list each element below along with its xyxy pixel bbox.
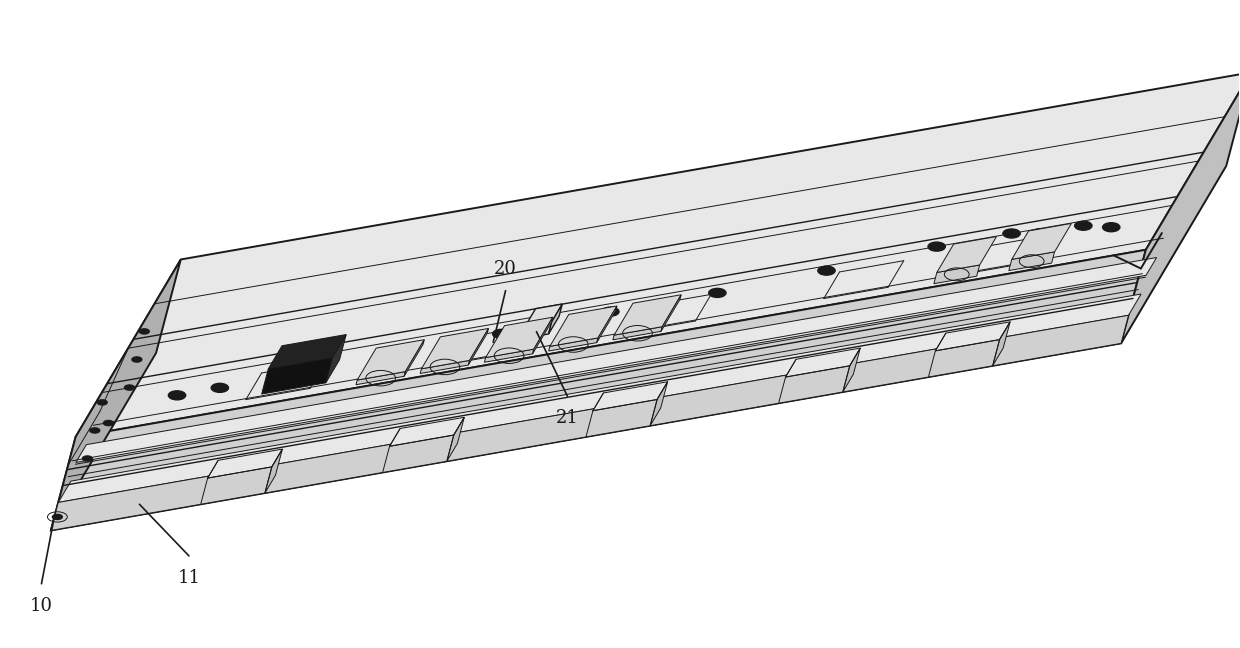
Polygon shape	[485, 349, 533, 362]
Polygon shape	[596, 306, 618, 343]
Polygon shape	[262, 358, 332, 394]
Circle shape	[124, 385, 134, 390]
Circle shape	[103, 421, 113, 426]
Polygon shape	[548, 304, 562, 334]
Circle shape	[492, 329, 510, 338]
Polygon shape	[934, 265, 980, 284]
Polygon shape	[422, 329, 489, 369]
Polygon shape	[76, 73, 1240, 437]
Circle shape	[601, 307, 619, 316]
Circle shape	[709, 288, 727, 297]
Polygon shape	[522, 322, 552, 339]
Polygon shape	[268, 334, 346, 369]
Circle shape	[211, 384, 228, 392]
Circle shape	[89, 428, 99, 433]
Polygon shape	[486, 318, 553, 358]
Polygon shape	[51, 166, 1226, 531]
Polygon shape	[593, 382, 667, 411]
Polygon shape	[446, 417, 464, 461]
Polygon shape	[76, 257, 1157, 463]
Polygon shape	[357, 340, 424, 380]
Polygon shape	[469, 329, 489, 365]
Polygon shape	[532, 318, 553, 354]
Polygon shape	[207, 449, 283, 478]
Polygon shape	[389, 417, 464, 446]
Circle shape	[818, 266, 836, 275]
Circle shape	[52, 515, 62, 520]
Polygon shape	[51, 259, 181, 531]
Circle shape	[139, 329, 149, 334]
Polygon shape	[51, 249, 1146, 531]
Polygon shape	[935, 322, 1011, 351]
Polygon shape	[1009, 252, 1054, 271]
Text: 10: 10	[30, 597, 53, 615]
Polygon shape	[404, 340, 424, 376]
Text: 11: 11	[177, 569, 201, 587]
Circle shape	[169, 391, 186, 400]
Text: 21: 21	[556, 409, 579, 427]
Polygon shape	[614, 295, 681, 335]
Polygon shape	[525, 304, 562, 327]
Circle shape	[82, 456, 92, 461]
Circle shape	[131, 357, 141, 362]
Polygon shape	[549, 306, 618, 347]
Polygon shape	[843, 348, 861, 392]
Circle shape	[1075, 221, 1092, 230]
Circle shape	[97, 400, 107, 405]
Circle shape	[1102, 223, 1120, 232]
Polygon shape	[786, 348, 861, 377]
Circle shape	[1003, 229, 1021, 238]
Polygon shape	[265, 449, 283, 493]
Polygon shape	[58, 294, 1141, 502]
Polygon shape	[326, 334, 346, 383]
Polygon shape	[51, 316, 1128, 531]
Polygon shape	[613, 327, 662, 340]
Circle shape	[1032, 229, 1049, 238]
Polygon shape	[937, 237, 997, 272]
Polygon shape	[1121, 73, 1240, 343]
Polygon shape	[1012, 224, 1071, 259]
Circle shape	[928, 242, 945, 251]
Circle shape	[279, 367, 296, 376]
Polygon shape	[661, 295, 681, 331]
Text: 20: 20	[494, 260, 517, 278]
Polygon shape	[356, 371, 405, 385]
Polygon shape	[548, 338, 598, 351]
Polygon shape	[420, 360, 470, 373]
Polygon shape	[650, 382, 667, 426]
Polygon shape	[993, 322, 1011, 366]
Circle shape	[386, 348, 403, 357]
